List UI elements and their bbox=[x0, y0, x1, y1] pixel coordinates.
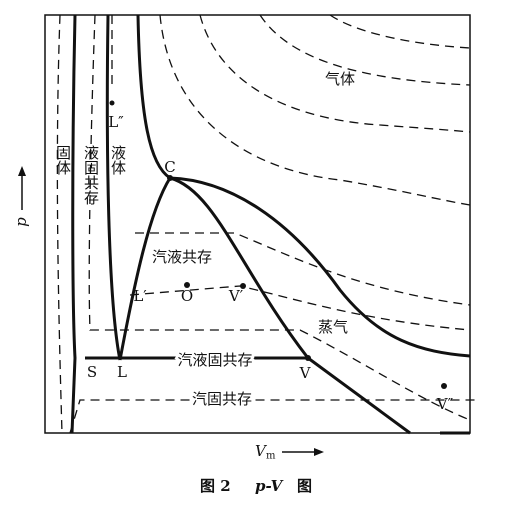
caption-title: p-V bbox=[255, 477, 284, 495]
y-arrowhead bbox=[18, 166, 26, 176]
isotherm bbox=[69, 399, 480, 434]
x-axis-symbol: V bbox=[255, 442, 268, 460]
label: V bbox=[299, 364, 312, 382]
label: L″ bbox=[108, 113, 124, 131]
isotherm bbox=[199, 14, 471, 133]
x-arrowhead bbox=[314, 448, 324, 456]
caption-suffix: 图 bbox=[297, 477, 312, 495]
solid-boundary bbox=[70, 14, 77, 434]
points bbox=[109, 100, 447, 389]
label: L′ bbox=[133, 287, 147, 305]
label: 蒸气 bbox=[318, 318, 348, 336]
critical-isotherm bbox=[136, 14, 471, 358]
x-axis-subscript: m bbox=[266, 451, 276, 462]
label: S bbox=[87, 363, 97, 381]
label: O bbox=[181, 287, 193, 305]
label: V′ bbox=[228, 287, 244, 305]
point bbox=[441, 383, 447, 389]
label: 汽固共存 bbox=[192, 390, 252, 408]
point bbox=[184, 282, 190, 288]
point bbox=[167, 175, 173, 181]
frame bbox=[44, 14, 471, 434]
label: 汽液共存 bbox=[152, 248, 212, 266]
label: 汽液固共存 bbox=[177, 351, 252, 369]
isotherm bbox=[88, 14, 471, 421]
isotherm bbox=[129, 285, 471, 331]
label: 液固共存 bbox=[82, 145, 100, 205]
caption-figure: 图 2 bbox=[200, 477, 231, 495]
isotherm bbox=[259, 14, 471, 86]
isotherms bbox=[56, 14, 480, 434]
liquid-boundary bbox=[105, 14, 122, 361]
point bbox=[305, 355, 311, 361]
label: C bbox=[164, 158, 175, 176]
isotherm bbox=[135, 232, 471, 306]
label: 液体 bbox=[109, 145, 127, 175]
y-axis-label: p bbox=[12, 217, 30, 227]
label: 气体 bbox=[325, 70, 355, 88]
label: L bbox=[117, 363, 127, 381]
label: V″ bbox=[436, 395, 454, 413]
label: 固体 bbox=[54, 145, 72, 175]
isotherm bbox=[56, 14, 63, 434]
point bbox=[109, 100, 115, 106]
isotherm bbox=[329, 14, 471, 49]
coexistence-dome bbox=[118, 176, 411, 435]
point bbox=[240, 283, 246, 289]
